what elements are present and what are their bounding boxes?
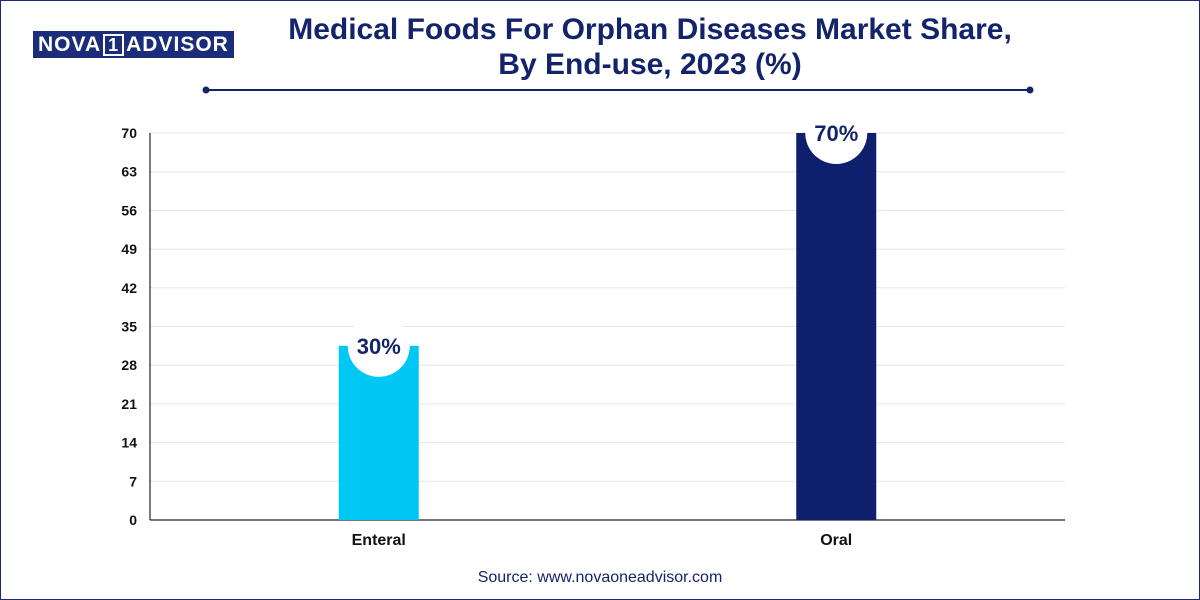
y-tick-label: 28 [121, 357, 137, 373]
data-label-bubble-enteral [347, 314, 410, 377]
source-note: Source: www.novaoneadvisor.com [477, 569, 723, 586]
brand-logo: NOVA 1 ADVISOR [33, 31, 234, 58]
y-tick-label: 0 [129, 512, 137, 528]
chart-title: Medical Foods For Orphan Diseases Market… [260, 12, 1040, 82]
y-tick-label: 35 [121, 319, 137, 335]
logo-text-left: NOVA [38, 32, 102, 56]
y-tick-label: 49 [121, 241, 137, 257]
y-tick-label: 7 [129, 473, 137, 489]
title-rule-dot-right [1026, 86, 1034, 94]
logo-mark: 1 [103, 33, 125, 56]
x-tick-label-enteral: Enteral [352, 532, 406, 549]
title-rule-dot-left [202, 86, 210, 94]
data-label-bubble-oral [805, 102, 868, 164]
chart-title-line-2: By End-use, 2023 (%) [498, 48, 802, 81]
y-tick-label: 14 [121, 435, 137, 451]
logo-text-right: ADVISOR [126, 32, 229, 56]
bar-oral [796, 133, 877, 520]
y-tick-label: 21 [121, 396, 137, 412]
data-label-oral: 70% [814, 121, 858, 146]
y-tick-label: 63 [121, 164, 137, 180]
chart-title-line-1: Medical Foods For Orphan Diseases Market… [288, 13, 1012, 46]
y-tick-label: 56 [121, 202, 137, 218]
y-tick-label: 70 [121, 125, 137, 141]
y-tick-label: 42 [121, 280, 137, 296]
data-label-enteral: 30% [357, 334, 401, 359]
x-tick-label-oral: Oral [820, 532, 852, 549]
